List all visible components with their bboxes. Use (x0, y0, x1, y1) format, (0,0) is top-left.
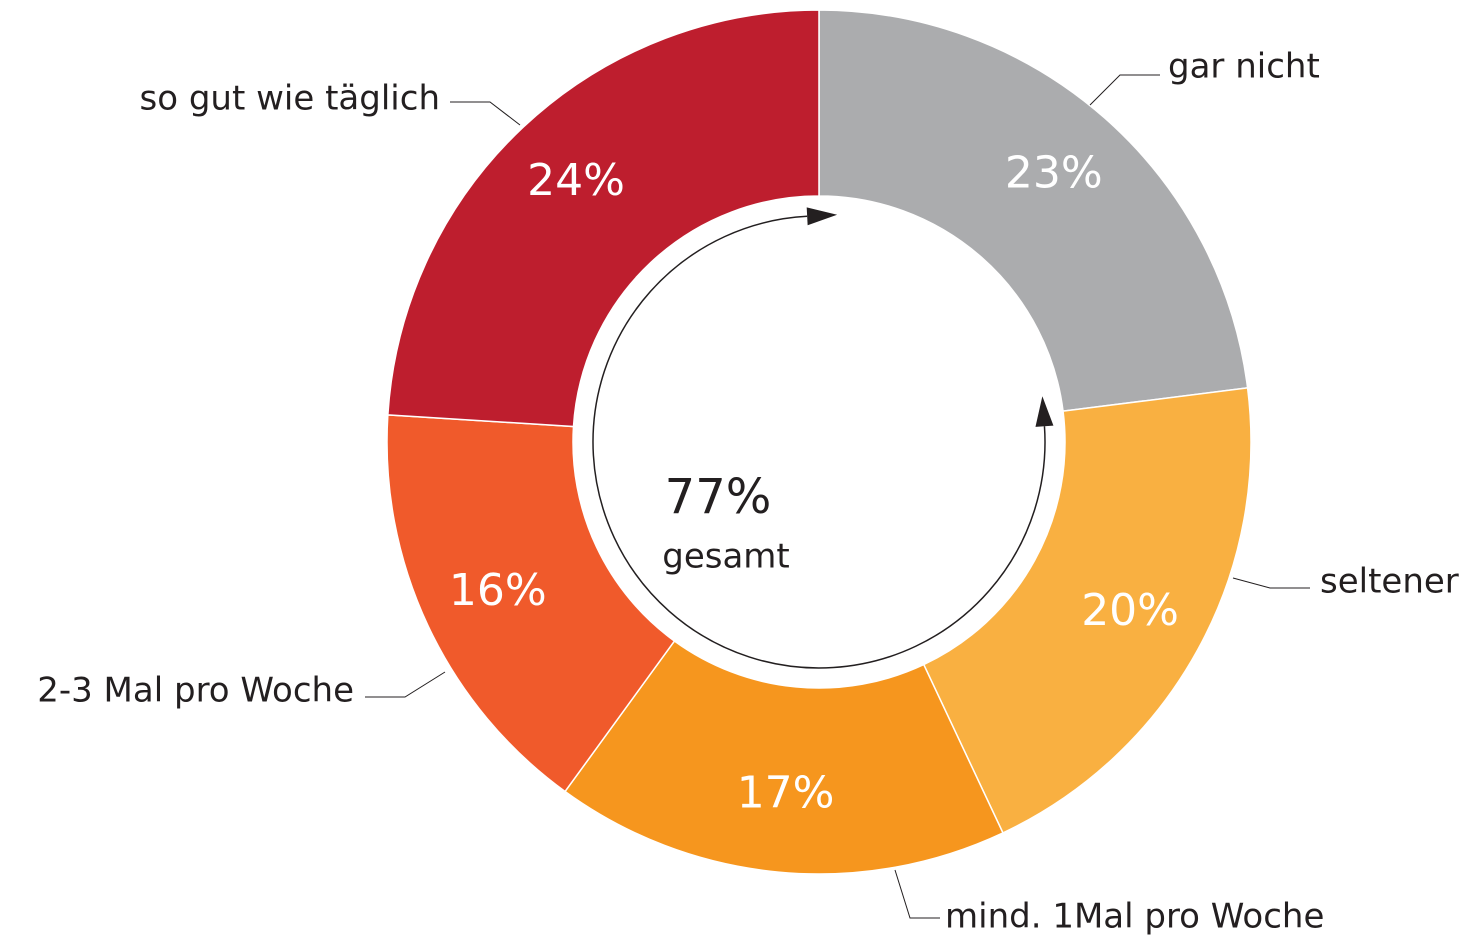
range-arc (592, 215, 1046, 669)
value-label: 24% (527, 155, 625, 206)
category-label: mind. 1Mal pro Woche (945, 897, 1324, 937)
donut-segment (564, 639, 1004, 875)
donut-segment (922, 387, 1252, 834)
arrow-head (806, 207, 838, 226)
value-label: 17% (737, 767, 835, 818)
center-value: 77% (665, 469, 772, 525)
leader-line (450, 101, 521, 126)
category-label: seltener (1320, 562, 1459, 602)
arrow-head (1035, 396, 1054, 427)
value-label: 23% (1005, 148, 1103, 199)
donut-segment (387, 9, 820, 428)
center-caption: gesamt (662, 537, 790, 577)
category-label: gar nicht (1168, 47, 1320, 87)
category-label: so gut wie täglich (140, 79, 440, 119)
leader-line (1089, 74, 1160, 106)
leader-line (894, 869, 940, 919)
donut-segment (386, 414, 676, 793)
leader-line (365, 671, 446, 698)
leader-line (1232, 577, 1310, 589)
value-label: 16% (449, 565, 547, 616)
category-label: 2-3 Mal pro Woche (37, 671, 354, 711)
donut-segment (818, 9, 1249, 413)
value-label: 20% (1081, 585, 1179, 636)
